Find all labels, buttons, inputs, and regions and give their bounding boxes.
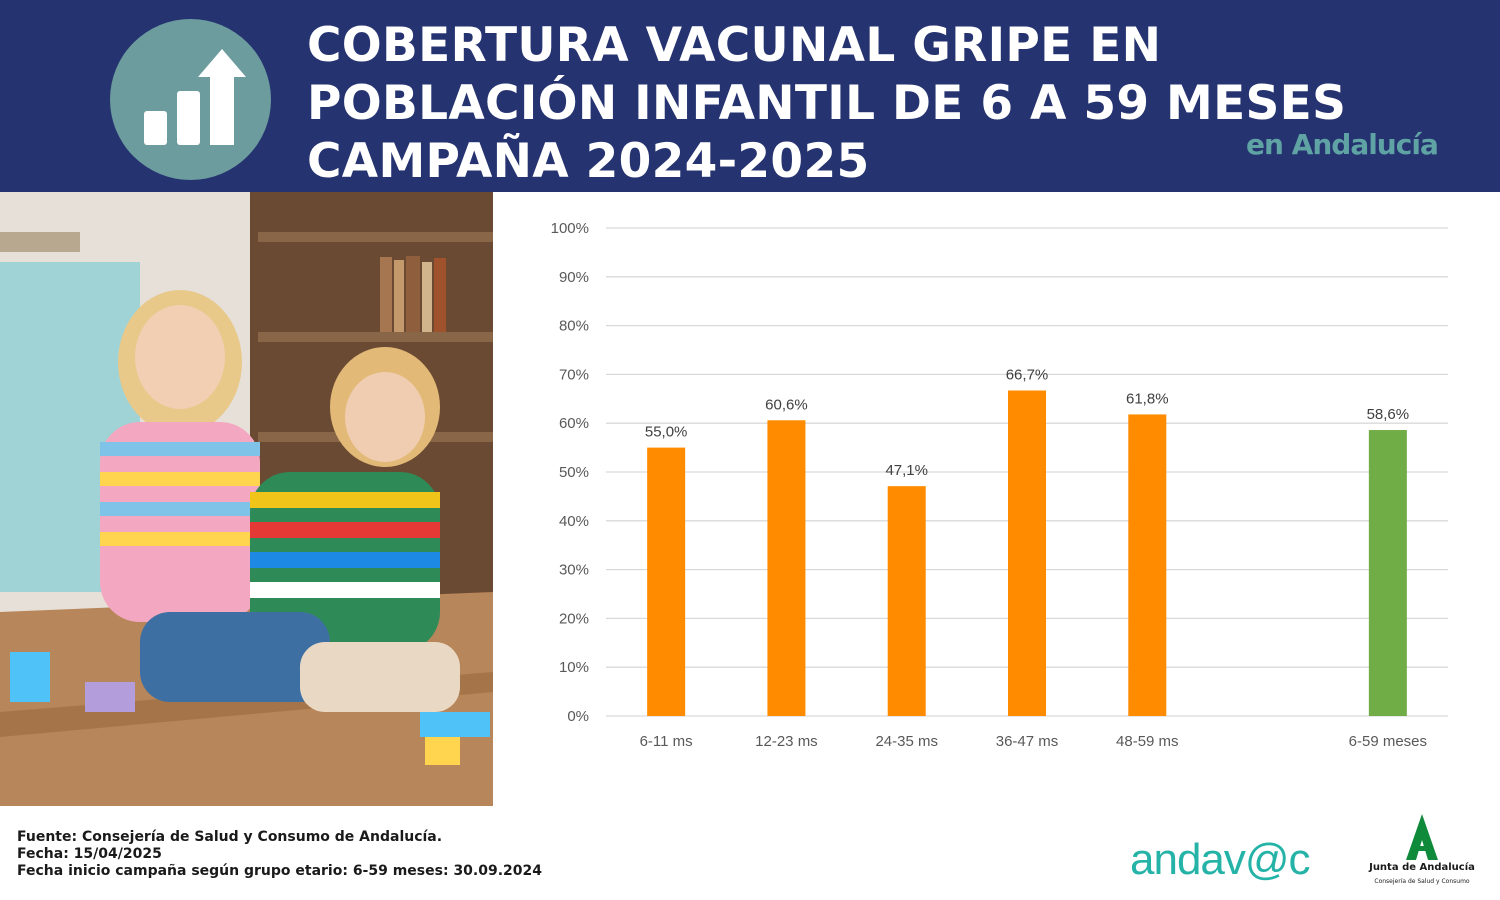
bar-24-35 ms [887,486,926,716]
footer-notes: Fuente: Consejería de Salud y Consumo de… [17,829,542,880]
y-tick-label: 50% [559,464,589,481]
title-line-1: COBERTURA VACUNAL GRIPE EN [307,18,1162,73]
bar-6-11 ms [647,447,686,716]
junta-andalucia-logo: Junta de Andalucía Consejería de Salud y… [1362,812,1482,892]
x-tick-label: 48-59 ms [1116,733,1179,750]
data-label: 55,0% [645,424,688,441]
bar-12-23 ms [767,420,806,716]
y-tick-label: 20% [559,610,589,627]
region-label: en Andalucía [1246,128,1439,161]
y-tick-label: 100% [551,220,589,237]
bar-48-59 ms [1128,414,1167,716]
page-title: COBERTURA VACUNAL GRIPE EN POBLACIÓN INF… [307,17,1346,191]
y-tick-label: 70% [559,366,589,383]
coverage-bar-chart: 0% 10% 20% 30% 40% 50% 60% 70% 80% 90% 100% 55,0% 6-… [551,220,1448,750]
y-tick-label: 80% [559,318,589,335]
title-line-3: CAMPAÑA 2024-2025 [307,134,870,189]
date-note: Fecha: 15/04/2025 [17,846,162,862]
source-note: Fuente: Consejería de Salud y Consumo de… [17,829,443,845]
data-label: 47,1% [885,462,928,479]
x-tick-label: 6-59 meses [1349,733,1427,750]
campaign-start-note: Fecha inicio campaña según grupo etario:… [17,863,543,879]
y-tick-label: 60% [559,415,589,432]
junta-subtitle: Consejería de Salud y Consumo [1374,878,1470,885]
x-tick-label: 24-35 ms [875,733,938,750]
y-tick-label: 90% [559,269,589,286]
y-tick-label: 10% [559,659,589,676]
header-banner: COBERTURA VACUNAL GRIPE EN POBLACIÓN INF… [0,0,1500,192]
bar-6-59 meses [1368,430,1407,716]
bar-36-47 ms [1008,390,1046,716]
x-tick-label: 12-23 ms [755,733,818,750]
x-tick-label: 36-47 ms [996,733,1059,750]
y-tick-label: 40% [559,513,589,530]
junta-emblem-icon [1406,814,1438,860]
data-label: 58,6% [1367,406,1410,423]
bar-chart-arrow-icon [110,19,271,180]
x-tick-label: 6-11 ms [640,733,693,750]
andavac-logo: andav@c [1130,835,1311,884]
data-label: 66,7% [1006,367,1049,384]
children-playing-photo [0,192,493,806]
y-tick-label: 30% [559,562,589,579]
y-tick-label: 0% [567,708,589,725]
title-line-2: POBLACIÓN INFANTIL DE 6 A 59 MESES [307,76,1347,131]
data-label: 60,6% [765,396,808,413]
junta-name: Junta de Andalucía [1369,862,1475,873]
data-label: 61,8% [1126,390,1169,407]
